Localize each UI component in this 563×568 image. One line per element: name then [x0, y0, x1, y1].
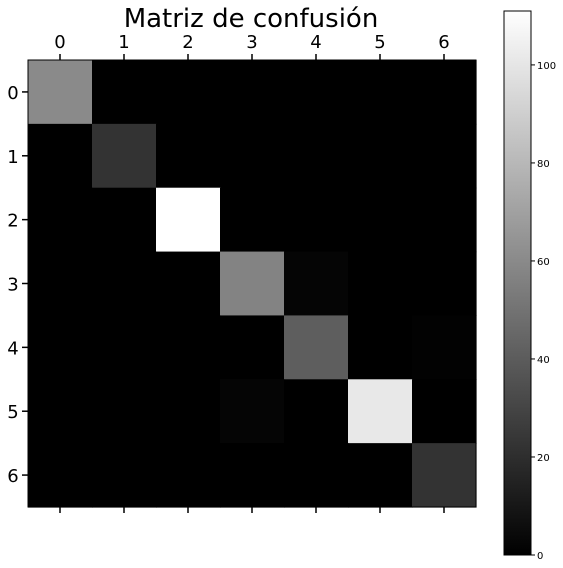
y-tick-label: 1	[7, 147, 18, 168]
heatmap-cell	[412, 443, 477, 508]
y-tick-label: 0	[7, 83, 18, 104]
heatmap-cell	[220, 123, 285, 189]
y-tick-label: 3	[7, 275, 18, 296]
colorbar	[503, 10, 532, 556]
heatmap-cell	[412, 187, 477, 253]
heatmap-cell	[28, 60, 93, 125]
y-tick-label: 2	[7, 211, 18, 232]
colorbar-tick-label: 0	[537, 551, 543, 562]
x-tick-label: 2	[182, 32, 193, 53]
heatmap-cell	[28, 443, 93, 508]
heatmap-cell	[348, 123, 413, 189]
x-tick-label: 3	[246, 32, 257, 53]
heatmap-cell	[348, 251, 413, 317]
x-tick-label: 1	[118, 32, 129, 53]
x-tick-label: 6	[438, 32, 449, 53]
x-tick-label: 4	[310, 32, 321, 53]
heatmap-cell	[220, 187, 285, 253]
heatmap-cell	[92, 187, 157, 253]
heatmap-cell	[92, 443, 157, 508]
heatmap-cell	[28, 187, 93, 253]
heatmap-cell	[220, 379, 285, 444]
heatmap-cells	[28, 60, 477, 508]
heatmap-cell	[92, 60, 157, 125]
heatmap-cell	[28, 379, 93, 444]
y-tick-label: 6	[7, 466, 18, 487]
heatmap-cell	[28, 123, 93, 189]
heatmap-cell	[348, 315, 413, 380]
heatmap-cell	[28, 315, 93, 380]
heatmap-cell	[348, 379, 413, 444]
heatmap-cell	[284, 60, 349, 125]
heatmap-cell	[156, 443, 221, 508]
x-tick-label: 0	[54, 32, 65, 53]
colorbar-ticks: 0 20 40 60 80 100	[531, 61, 556, 562]
heatmap-cell	[220, 251, 285, 317]
heatmap-cell	[412, 251, 477, 317]
heatmap-cell	[156, 60, 221, 125]
heatmap-cell	[220, 60, 285, 125]
heatmap-cell	[220, 315, 285, 380]
heatmap-cell	[92, 315, 157, 380]
chart-title: Matriz de confusión	[124, 4, 379, 34]
heatmap-cell	[348, 443, 413, 508]
heatmap-cell	[156, 315, 221, 380]
heatmap-cell	[220, 443, 285, 508]
heatmap-cell	[156, 251, 221, 317]
colorbar-tick-label: 60	[537, 257, 550, 268]
heatmap-cell	[156, 123, 221, 189]
heatmap-cell	[284, 379, 349, 444]
heatmap-cell	[92, 379, 157, 444]
y-axis-ticks: 0 1 2 3 4 5 6	[7, 83, 28, 487]
heatmap-cell	[412, 315, 477, 380]
heatmap-cell	[284, 123, 349, 189]
x-axis-ticks: 0 1 2 3 4 5 6	[54, 32, 450, 513]
heatmap-cell	[156, 187, 221, 253]
colorbar-tick-label: 40	[537, 355, 550, 366]
heatmap-cell	[412, 123, 477, 189]
heatmap-cell	[92, 123, 157, 189]
heatmap-cell	[28, 251, 93, 317]
heatmap-cell	[92, 251, 157, 317]
y-tick-label: 4	[7, 338, 18, 359]
heatmap-cell	[412, 60, 477, 125]
y-tick-label: 5	[7, 402, 18, 423]
colorbar-tick-label: 100	[537, 61, 556, 72]
heatmap-cell	[348, 60, 413, 125]
heatmap-cell	[156, 379, 221, 444]
heatmap-cell	[412, 379, 477, 444]
heatmap-cell	[284, 315, 349, 380]
heatmap-cell	[284, 187, 349, 253]
colorbar-tick-label: 20	[537, 453, 550, 464]
x-tick-label: 5	[374, 32, 385, 53]
heatmap-cell	[284, 443, 349, 508]
heatmap-cell	[284, 251, 349, 317]
colorbar-tick-label: 80	[537, 159, 550, 170]
heatmap-cell	[348, 187, 413, 253]
